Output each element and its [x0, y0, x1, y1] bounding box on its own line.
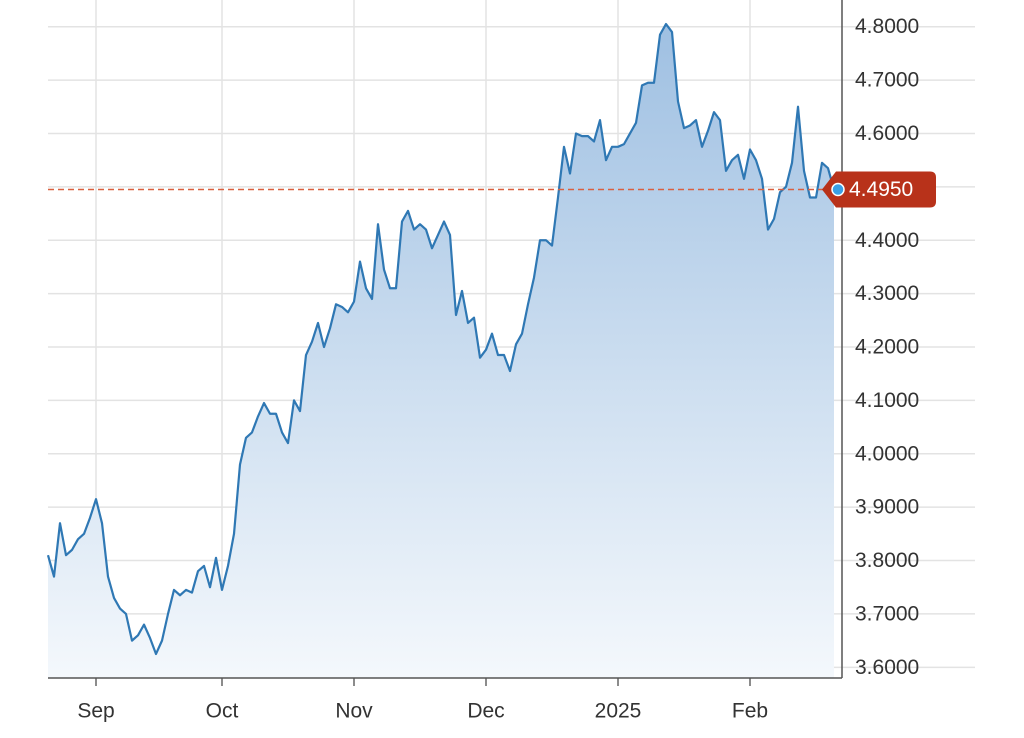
line	[46, 22, 836, 656]
x-tick-label: Dec	[467, 700, 504, 723]
x-tick-label: Oct	[206, 700, 239, 723]
y-tick-label: 4.3000	[855, 282, 919, 305]
y-tick-label: 3.6000	[855, 656, 919, 679]
x-tick-label: Feb	[732, 700, 768, 723]
y-tick-label: 4.1000	[855, 389, 919, 412]
y-tick-label: 4.6000	[855, 122, 919, 145]
y-tick-label: 4.2000	[855, 336, 919, 359]
x-tick-label: Sep	[77, 700, 114, 723]
area	[48, 24, 834, 679]
y-tick-label: 4.8000	[855, 15, 919, 38]
y-tick-label: 4.4000	[855, 229, 919, 252]
price-dot	[831, 182, 845, 197]
x-tick-label: 2025	[595, 700, 642, 723]
y-tick-label: 4.0000	[855, 442, 919, 465]
x-tick-label: Nov	[335, 700, 373, 723]
y-tick-label: 3.8000	[855, 549, 919, 572]
y-tick-label: 3.9000	[855, 496, 919, 519]
price-tag	[822, 171, 936, 208]
y-tick-label: 4.7000	[855, 69, 919, 92]
price-label: 4.4950	[849, 178, 913, 201]
y-tick-label: 3.7000	[855, 602, 919, 625]
